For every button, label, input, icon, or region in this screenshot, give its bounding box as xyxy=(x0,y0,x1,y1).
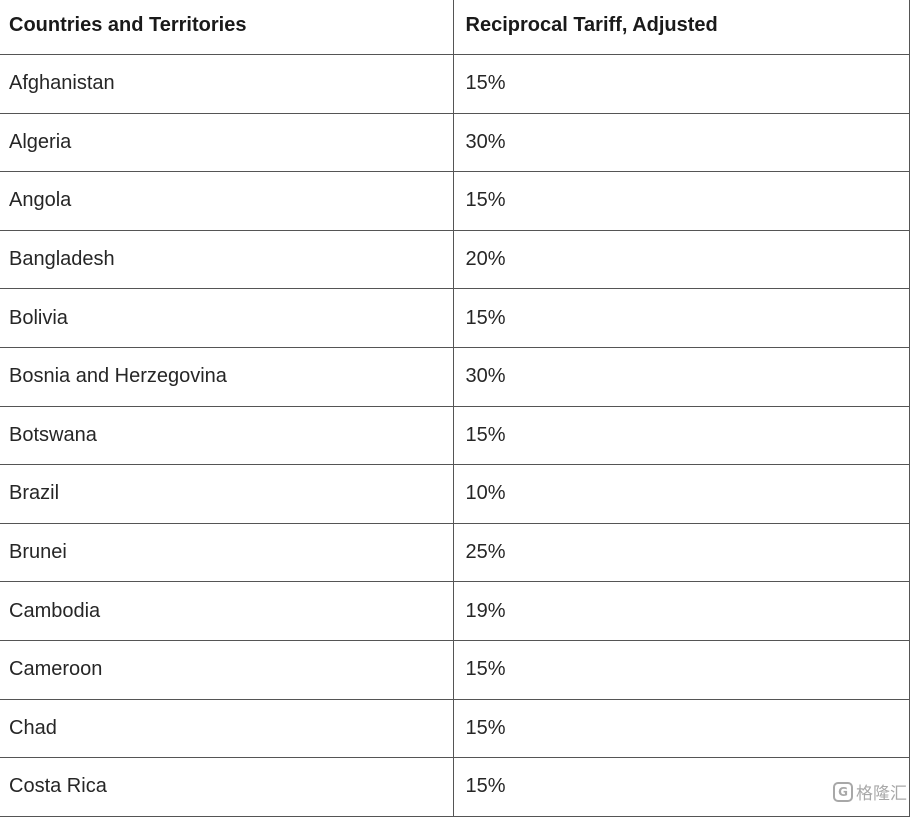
tariff-cell: 10% xyxy=(452,464,910,524)
watermark: G 格隆汇 xyxy=(833,779,907,804)
table-header-row: Countries and Territories Reciprocal Tar… xyxy=(0,0,910,55)
table-row: Cameroon 15% xyxy=(0,639,910,700)
table-row: Brunei 25% xyxy=(0,522,910,583)
table-row: Costa Rica 15% xyxy=(0,757,910,817)
country-cell: Bolivia xyxy=(0,288,454,348)
country-cell: Algeria xyxy=(0,112,454,173)
country-cell: Chad xyxy=(0,698,454,759)
table-row: Bosnia and Herzegovina 30% xyxy=(0,346,910,407)
country-cell: Bosnia and Herzegovina xyxy=(0,346,454,407)
country-cell: Bangladesh xyxy=(0,229,454,290)
tariff-cell: 15% xyxy=(452,288,910,348)
country-cell: Angola xyxy=(0,171,454,231)
tariff-cell: 25% xyxy=(452,522,910,583)
tariff-cell: 19% xyxy=(452,581,910,641)
table-row: Chad 15% xyxy=(0,698,910,759)
watermark-logo-icon: G xyxy=(833,781,853,802)
country-cell: Cameroon xyxy=(0,639,454,700)
tariff-cell: 15% xyxy=(452,54,910,114)
column-header-tariff: Reciprocal Tariff, Adjusted xyxy=(452,0,910,55)
table-row: Afghanistan 15% xyxy=(0,54,910,114)
table-row: Brazil 10% xyxy=(0,464,910,524)
country-cell: Brunei xyxy=(0,522,454,583)
table-row: Cambodia 19% xyxy=(0,581,910,641)
tariff-cell: 15% xyxy=(452,171,910,231)
country-cell: Botswana xyxy=(0,405,454,466)
tariff-cell: 15% xyxy=(452,405,910,466)
table-row: Botswana 15% xyxy=(0,405,910,466)
country-cell: Brazil xyxy=(0,464,454,524)
table-row: Angola 15% xyxy=(0,171,910,231)
table-row: Bolivia 15% xyxy=(0,288,910,348)
country-cell: Afghanistan xyxy=(0,54,454,114)
tariff-cell: 15% xyxy=(452,698,910,759)
column-header-country: Countries and Territories xyxy=(0,0,454,55)
tariff-cell: 30% xyxy=(452,346,910,407)
tariff-cell: 30% xyxy=(452,112,910,173)
watermark-text: 格隆汇 xyxy=(856,784,907,804)
table-row: Bangladesh 20% xyxy=(0,229,910,290)
country-cell: Cambodia xyxy=(0,581,454,641)
tariff-cell: 15% xyxy=(452,639,910,700)
tariff-cell: 20% xyxy=(452,229,910,290)
table-row: Algeria 30% xyxy=(0,112,910,173)
country-cell: Costa Rica xyxy=(0,757,454,817)
